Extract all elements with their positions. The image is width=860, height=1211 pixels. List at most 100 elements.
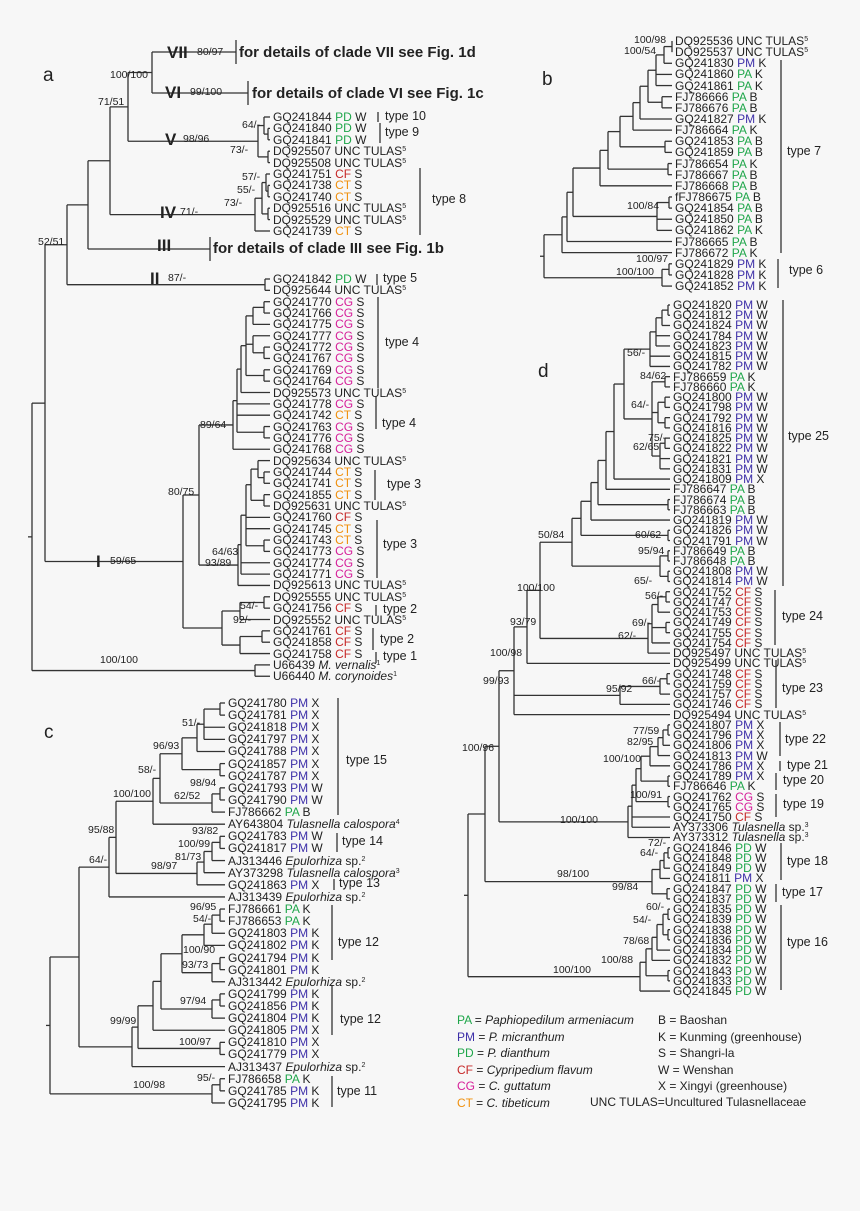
host-code: PM [290, 1047, 309, 1062]
leaf-label: FJ786665 PA B [675, 236, 758, 248]
support-value: 100/100 [616, 266, 654, 278]
site-code: K [758, 267, 767, 282]
accession-number: DQ925529 [273, 212, 332, 227]
accession-number: GQ241789 [673, 769, 732, 784]
host-code: CF [735, 697, 752, 712]
leaf-label: GQ241781 PM X [228, 709, 319, 721]
leaf-label: GQ241801 PM K [228, 964, 319, 976]
panel-letter: b [542, 69, 553, 90]
accession-number: FJ786668 [675, 178, 729, 193]
site-code: W [311, 829, 323, 844]
legend-host-name: Paphiopedilum armeniacum [485, 1013, 634, 1027]
leaf-label: GQ241840 PD W [273, 122, 366, 134]
support-value: 93/73 [182, 959, 209, 971]
leaf-label: GQ241800 PM W [673, 391, 768, 403]
accession-number: U66440 [273, 669, 316, 684]
support-value: 57/- [242, 171, 261, 183]
host-code: PM [735, 349, 754, 364]
leaf-label: DQ925537 UNC TULAS5 [675, 46, 808, 58]
reference-superscript: 5 [402, 501, 407, 508]
leaf-label: AJ313439 Epulorhiza sp.2 [228, 891, 365, 903]
panel-letter: d [538, 361, 549, 382]
support-value: 54/- [240, 600, 259, 612]
site-code: K [758, 279, 767, 294]
site-code: X [311, 720, 320, 735]
host-code: PA [731, 245, 747, 260]
host-code: PM [735, 298, 754, 312]
leaf-label: FJ786668 PA B [675, 180, 758, 192]
leaf-label: DQ925573 UNC TULAS5 [273, 387, 406, 399]
host-code: PD [735, 881, 752, 896]
site-code: W [756, 513, 768, 528]
accession-number: GQ241775 [273, 317, 332, 332]
accession-number: GQ241764 [273, 374, 332, 389]
host-code: PM [735, 513, 754, 528]
support-value: 56/- [645, 590, 664, 602]
leaf-label: GQ241862 PA K [675, 224, 763, 236]
reference-superscript: 5 [402, 580, 407, 588]
accession-number: AJ313439 [228, 889, 283, 904]
host-code: PA [729, 543, 745, 558]
host-code: PD [735, 912, 752, 927]
site-code: S [354, 224, 363, 238]
site-code: W [755, 932, 767, 947]
site-code: S [756, 789, 765, 804]
leaf-label: GQ241824 PM W [673, 319, 768, 331]
host-code: PM [290, 1023, 309, 1038]
leaf-label: GQ241793 PM W [228, 782, 323, 794]
support-value: 81/73 [175, 851, 202, 863]
leaf-label: FJ786661 PA K [228, 903, 311, 915]
support-value: 77/59 [633, 725, 660, 737]
leaf-label: GQ241776 CG S [273, 432, 364, 444]
accession-number: FJ786662 [228, 805, 282, 820]
site-code: W [755, 953, 767, 968]
host-code: PM [290, 938, 309, 953]
genotype-label: type 22 [785, 732, 827, 746]
host-code: PM [290, 877, 309, 892]
species-suffix: sp. [342, 974, 362, 989]
leaf-label: GQ241816 PM W [673, 422, 768, 434]
legend-host-code: CG [457, 1079, 475, 1093]
leaf-label: GQ241863 PM X [228, 879, 319, 891]
accession-number: GQ241863 [228, 877, 287, 892]
support-value: 56/- [627, 347, 646, 359]
site-code: W [756, 298, 768, 312]
site-code: W [311, 792, 323, 807]
accession-number: GQ241850 [675, 212, 734, 227]
leaf-label: GQ241820 PM W [673, 299, 768, 311]
accession-number: GQ241741 [273, 476, 332, 491]
host-code: PM [290, 768, 309, 783]
site-code: W [756, 338, 768, 353]
accession-number: GQ241747 [673, 594, 732, 609]
accession-number: GQ241739 [273, 224, 332, 238]
host-code: CG [335, 419, 354, 434]
host-code: CF [735, 810, 752, 824]
leaf-label: GQ241813 PM W [673, 750, 768, 762]
accession-number: GQ241774 [273, 555, 332, 570]
genotype-label: type 2 [383, 602, 418, 616]
leaf-label: FJ786666 PA B [675, 91, 758, 103]
host-code: PA [284, 902, 300, 917]
species-suffix: sp. [342, 853, 362, 868]
host-code: PD [735, 840, 752, 855]
accession-number: GQ241787 [228, 768, 287, 783]
accession-number: GQ241788 [228, 744, 287, 759]
species-name: Epulorhiza [285, 889, 343, 904]
accession-number: GQ241831 [673, 461, 732, 476]
accession-number: GQ241800 [673, 390, 732, 405]
leaf-label: GQ241795 PM K [228, 1097, 319, 1109]
support-value: 100/96 [462, 742, 495, 754]
host-code: CG [735, 789, 754, 804]
genotype-label: type 12 [340, 1012, 382, 1026]
host-code: PM [735, 717, 754, 732]
accession-number: AJ313446 [228, 853, 283, 868]
leaf-label: FJ786658 PA K [228, 1073, 311, 1085]
host-code: PA [737, 67, 752, 82]
accession-number: GQ241759 [673, 676, 732, 691]
accession-number: GQ241796 [673, 728, 732, 743]
host-code: PM [290, 708, 309, 723]
leaf-label: FJ786676 PA B [675, 102, 758, 114]
reference-superscript: 5 [402, 157, 407, 165]
leaf-label: GQ241738 CT S [273, 179, 362, 191]
site-code: S [356, 328, 365, 343]
